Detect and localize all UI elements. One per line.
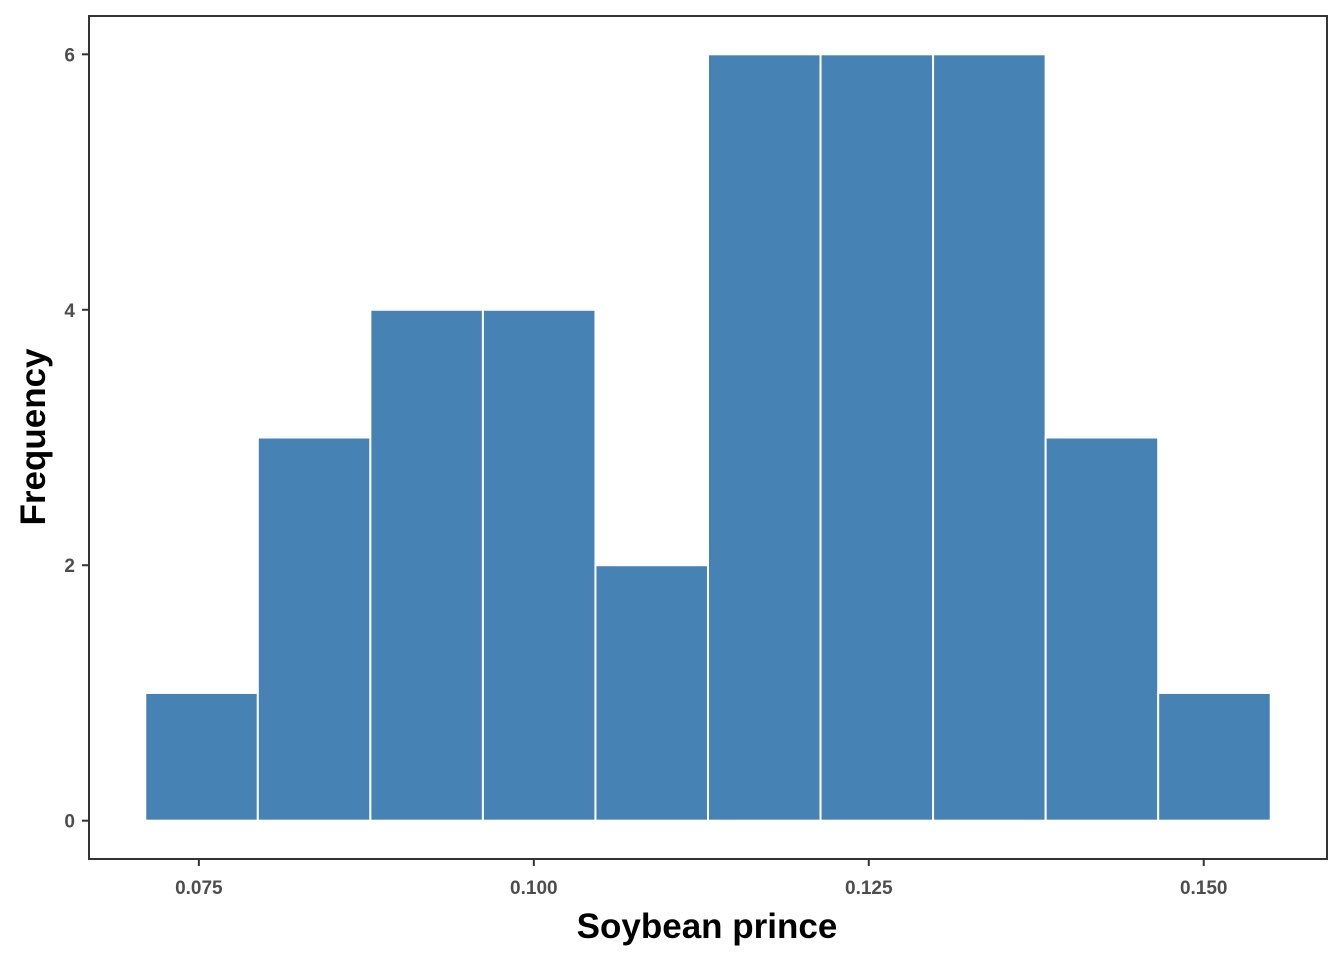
y-tick-label: 6 [64,45,75,66]
x-axis: 0.075 0.100 0.125 0.150 [175,859,1228,899]
y-axis-title: Frequency [14,348,53,526]
histogram-bar-4 [481,308,597,822]
y-tick-label: 2 [64,556,75,577]
x-tick-label: 0.125 [845,878,893,899]
histogram-bar-3 [369,308,484,822]
histogram-bar-2 [256,436,372,822]
x-axis-title: Soybean prince [577,907,838,946]
histogram-bar-7 [819,53,935,822]
y-axis: 0 2 4 6 [64,45,89,833]
histogram-bar-5 [594,564,709,822]
bars-layer [144,53,1272,822]
x-tick-label: 0.150 [1180,878,1228,899]
histogram-bar-8 [932,53,1047,822]
y-tick-label: 4 [64,301,75,322]
x-tick-label: 0.100 [510,878,558,899]
y-tick-label: 0 [64,812,75,833]
histogram-bar-10 [1157,691,1272,822]
histogram-bar-9 [1044,436,1160,822]
histogram-bar-1 [144,691,259,822]
histogram-bar-6 [707,53,822,822]
plot-panel-border [88,15,1328,860]
x-tick-label: 0.075 [175,878,223,899]
